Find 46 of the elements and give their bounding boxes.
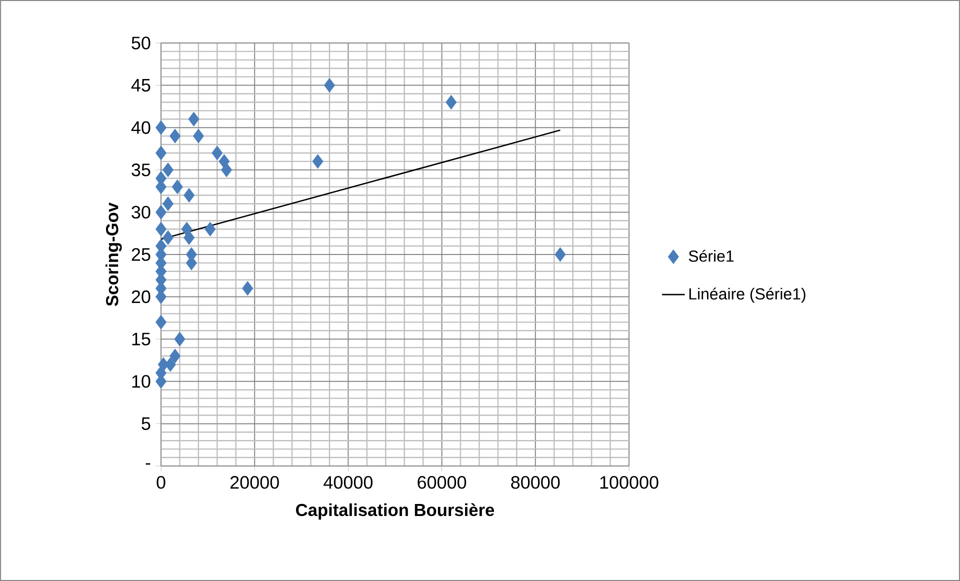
y-tick-label: 25: [132, 248, 150, 261]
point: [184, 188, 195, 202]
point: [188, 112, 200, 126]
y-axis-title: Scoring-Gov: [106, 202, 122, 306]
y-tick-label: 45: [131, 79, 150, 92]
x-axis-title: Capitalisation Boursière: [296, 503, 494, 520]
point: [446, 95, 457, 110]
point: [184, 230, 195, 245]
point: [174, 332, 186, 346]
point: [172, 180, 183, 194]
point: [170, 348, 181, 364]
x-tick-label: 80000: [511, 476, 560, 489]
y-tick-label: 50: [132, 36, 150, 50]
y-tick-label: 30: [132, 206, 150, 219]
point: [156, 120, 166, 135]
point: [170, 128, 181, 144]
point: [312, 154, 324, 169]
point: [242, 281, 254, 296]
y-tick-label: 35: [132, 164, 150, 176]
point: [162, 230, 174, 245]
y-tick-label: 15: [132, 332, 150, 346]
point: [156, 204, 166, 220]
y-tick-label: -: [146, 463, 150, 465]
point: [164, 357, 176, 372]
y-tick-label: 10: [132, 375, 150, 388]
y-tick-label: 20: [132, 290, 150, 304]
legend-label: Série1: [688, 250, 734, 262]
legend-label: Linéaire (Série1): [689, 288, 806, 303]
point: [162, 162, 174, 178]
point: [554, 247, 566, 262]
x-tick-label: 0: [156, 476, 166, 489]
point: [156, 222, 166, 236]
point: [156, 314, 166, 330]
point: [324, 78, 335, 92]
x-tick-label: 40000: [324, 476, 373, 489]
y-tick-label: 40: [131, 121, 150, 134]
x-tick-label: 20000: [230, 476, 279, 489]
point: [212, 146, 223, 160]
x-tick-label: 60000: [418, 476, 466, 489]
point: [192, 128, 204, 144]
point: [221, 162, 232, 178]
x-tick-label: 100000: [600, 476, 658, 489]
point: [156, 146, 166, 160]
point: [204, 222, 216, 236]
y-tick-label: 5: [142, 417, 150, 430]
point: [162, 196, 174, 211]
